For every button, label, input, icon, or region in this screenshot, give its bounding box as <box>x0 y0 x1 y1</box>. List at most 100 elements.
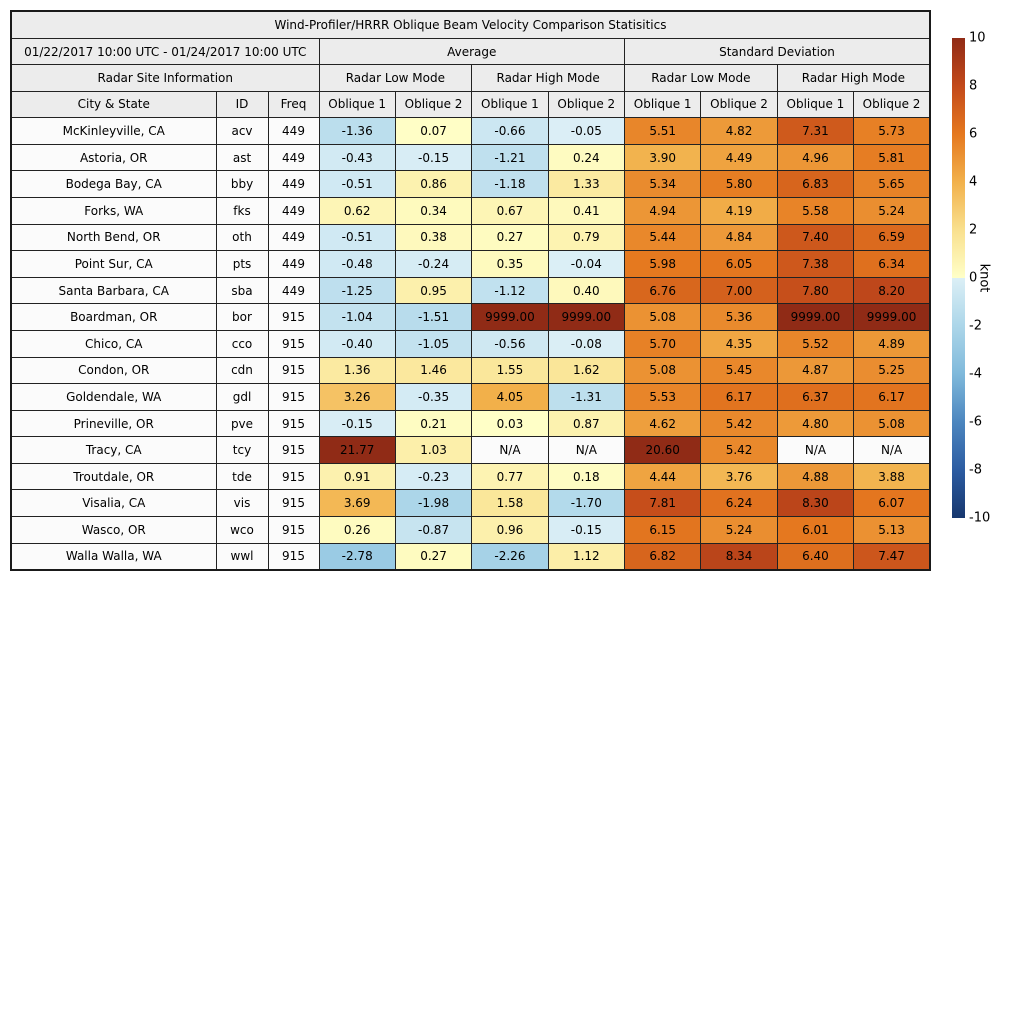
value-cell: 5.51 <box>623 117 702 145</box>
value-cell: -0.51 <box>318 170 396 198</box>
value-cell: 0.62 <box>318 196 396 225</box>
id-cell: bby <box>215 170 269 198</box>
value-cell: 9999.00 <box>547 303 626 331</box>
city-cell: Astoria, OR <box>10 143 217 172</box>
oblique1-header: Oblique 1 <box>776 90 855 119</box>
value-cell: -0.43 <box>318 143 396 172</box>
value-cell: 0.03 <box>471 409 549 438</box>
value-cell: 7.38 <box>776 250 855 278</box>
id-cell: sba <box>215 276 269 305</box>
value-cell: 5.45 <box>700 356 778 385</box>
value-cell: 4.44 <box>623 462 702 491</box>
value-cell: 5.73 <box>853 117 931 145</box>
freq-cell: 449 <box>267 276 320 305</box>
freq-cell: 915 <box>267 303 320 331</box>
value-cell: -1.05 <box>394 329 473 358</box>
value-cell: -1.25 <box>318 276 396 305</box>
city-cell: Condon, OR <box>10 356 217 385</box>
id-cell: ast <box>215 143 269 172</box>
colorbar-gradient <box>952 38 965 518</box>
value-cell: 21.77 <box>318 436 396 464</box>
value-cell: -0.04 <box>547 250 626 278</box>
value-cell: -0.23 <box>394 462 473 491</box>
value-cell: N/A <box>471 436 549 464</box>
value-cell: 0.34 <box>394 196 473 225</box>
value-cell: 4.62 <box>623 409 702 438</box>
value-cell: 8.34 <box>700 542 778 571</box>
value-cell: 7.80 <box>776 276 855 305</box>
freq-cell: 915 <box>267 329 320 358</box>
site-row: Prineville, OR pve 915 -0.15 0.21 0.03 0.87 4.6… <box>10 409 931 438</box>
value-cell: 7.00 <box>700 276 778 305</box>
value-cell: 0.67 <box>471 196 549 225</box>
site-row: Bodega Bay, CA bby 449 -0.51 0.86 -1.18 1.33 5.… <box>10 170 931 198</box>
value-cell: 9999.00 <box>776 303 855 331</box>
value-cell: 6.40 <box>776 542 855 571</box>
value-cell: 5.42 <box>700 409 778 438</box>
value-cell: 4.87 <box>776 356 855 385</box>
site-row: Tracy, CA tcy 915 21.77 1.03 N/A N/A 20.60 5.42 N… <box>10 436 931 464</box>
value-cell: 5.24 <box>853 196 931 225</box>
value-cell: 5.44 <box>623 223 702 252</box>
freq-cell: 449 <box>267 143 320 172</box>
freq-cell: 915 <box>267 383 320 411</box>
value-cell: 4.82 <box>700 117 778 145</box>
value-cell: -0.24 <box>394 250 473 278</box>
value-cell: 3.26 <box>318 383 396 411</box>
site-row: North Bend, OR oth 449 -0.51 0.38 0.27 0.79 5.4… <box>10 223 931 252</box>
value-cell: 0.96 <box>471 516 549 544</box>
value-cell: 5.65 <box>853 170 931 198</box>
value-cell: 5.08 <box>853 409 931 438</box>
oblique2-header: Oblique 2 <box>700 90 778 119</box>
value-cell: -0.56 <box>471 329 549 358</box>
oblique2-header: Oblique 2 <box>394 90 473 119</box>
value-cell: 4.94 <box>623 196 702 225</box>
site-row: Point Sur, CA pts 449 -0.48 -0.24 0.35 -0.04 5.… <box>10 250 931 278</box>
freq-cell: 915 <box>267 489 320 518</box>
avg-high-mode-header: Radar High Mode <box>471 64 625 92</box>
date-range: 01/22/2017 10:00 UTC - 01/24/2017 10:00 … <box>10 37 320 66</box>
id-cell: bor <box>215 303 269 331</box>
value-cell: -1.12 <box>471 276 549 305</box>
city-cell: Tracy, CA <box>10 436 217 464</box>
value-cell: 6.59 <box>853 223 931 252</box>
value-cell: 4.96 <box>776 143 855 172</box>
value-cell: -0.87 <box>394 516 473 544</box>
value-cell: 6.17 <box>700 383 778 411</box>
value-cell: 4.84 <box>700 223 778 252</box>
value-cell: 6.05 <box>700 250 778 278</box>
city-cell: Walla Walla, WA <box>10 542 217 571</box>
oblique1-header: Oblique 1 <box>623 90 702 119</box>
id-cell: tcy <box>215 436 269 464</box>
value-cell: 0.24 <box>547 143 626 172</box>
id-cell: vis <box>215 489 269 518</box>
colorbar-tick-label: -8 <box>969 462 982 478</box>
colorbar-tick-label: 10 <box>969 30 986 46</box>
value-cell: 5.34 <box>623 170 702 198</box>
id-cell: cdn <box>215 356 269 385</box>
freq-cell: 915 <box>267 542 320 571</box>
city-cell: Visalia, CA <box>10 489 217 518</box>
id-cell: acv <box>215 117 269 145</box>
title-row: Wind-Profiler/HRRR Oblique Beam Velocity… <box>10 10 931 39</box>
site-row: Goldendale, WA gdl 915 3.26 -0.35 4.05 -1.31 5.… <box>10 383 931 411</box>
value-cell: 9999.00 <box>853 303 931 331</box>
value-cell: 0.35 <box>471 250 549 278</box>
value-cell: -2.26 <box>471 542 549 571</box>
value-cell: 0.27 <box>394 542 473 571</box>
id-cell: tde <box>215 462 269 491</box>
value-cell: 8.30 <box>776 489 855 518</box>
colorbar-tick-label: -10 <box>969 510 991 526</box>
value-cell: 6.24 <box>700 489 778 518</box>
value-cell: 6.76 <box>623 276 702 305</box>
colorbar-tick-label: -4 <box>969 366 982 382</box>
value-cell: 6.17 <box>853 383 931 411</box>
value-cell: -1.98 <box>394 489 473 518</box>
city-cell: Troutdale, OR <box>10 462 217 491</box>
value-cell: 0.95 <box>394 276 473 305</box>
city-cell: Point Sur, CA <box>10 250 217 278</box>
mode-header-row: Radar Site Information Radar Low Mode Ra… <box>10 64 931 92</box>
value-cell: 1.03 <box>394 436 473 464</box>
value-cell: -1.51 <box>394 303 473 331</box>
id-cell: wwl <box>215 542 269 571</box>
